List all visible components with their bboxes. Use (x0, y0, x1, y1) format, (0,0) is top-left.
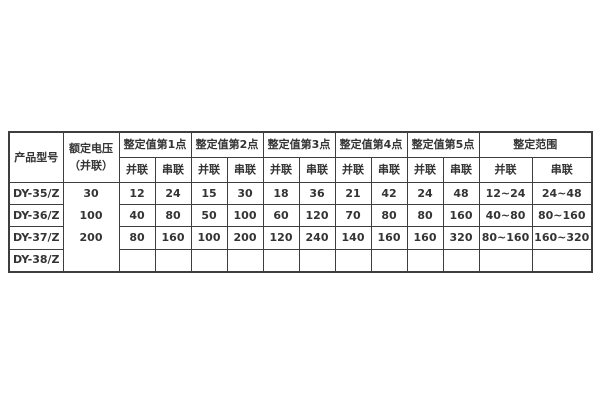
value-cell: 320 (442, 226, 480, 250)
value-cell (154, 248, 192, 273)
header-group-setpoint-5: 整定值第5点 (406, 131, 480, 158)
subheader-parallel: 并联 (406, 157, 444, 183)
value-cell: 160 (370, 226, 408, 250)
value-cell: 21 (334, 181, 372, 206)
value-cell: 160 (442, 204, 480, 228)
subheader-series: 串联 (226, 157, 264, 183)
value-cell: 30 (226, 181, 264, 206)
value-cell (370, 248, 408, 273)
subheader-parallel: 并联 (118, 157, 156, 183)
voltage-value (64, 249, 118, 271)
header-group-setpoint-1: 整定值第1点 (118, 131, 192, 158)
table-row: DY-37/Z 80 160 100 200 120 240 140 160 1… (8, 226, 593, 250)
header-rated-voltage: 额定电压 （并联） (62, 131, 120, 183)
model-cell: DY-37/Z (8, 226, 64, 250)
model-cell: DY-35/Z (8, 181, 64, 206)
voltage-value: 100 (79, 209, 103, 223)
value-cell (442, 248, 480, 273)
value-cell: 140 (334, 226, 372, 250)
table-row: DY-38/Z (8, 248, 593, 273)
value-cell: 15 (190, 181, 228, 206)
value-cell: 80 (118, 226, 156, 250)
subheader-parallel: 并联 (262, 157, 300, 183)
voltage-value: 200 (79, 231, 103, 245)
subheader-series: 串联 (370, 157, 408, 183)
value-cell: 42 (370, 181, 408, 206)
subheader-series: 串联 (154, 157, 192, 183)
value-cell (334, 248, 372, 273)
value-cell: 160 (406, 226, 444, 250)
subheader-series: 串联 (442, 157, 480, 183)
value-cell: 40 (118, 204, 156, 228)
value-cell (226, 248, 264, 273)
value-cell: 24 (406, 181, 444, 206)
value-cell (190, 248, 228, 273)
value-cell: 50 (190, 204, 228, 228)
value-cell (478, 248, 533, 273)
value-cell: 160~320 (531, 226, 593, 250)
value-cell (406, 248, 444, 273)
value-cell: 40~80 (478, 204, 533, 228)
value-cell (531, 248, 593, 273)
model-cell: DY-36/Z (8, 204, 64, 228)
header-group-setpoint-2: 整定值第2点 (190, 131, 264, 158)
value-cell: 100 (226, 204, 264, 228)
value-cell: 240 (298, 226, 336, 250)
value-cell: 80 (370, 204, 408, 228)
spec-table: 产品型号 额定电压 （并联） 整定值第1点 整定值第2点 整定值第3点 整定值第… (8, 131, 593, 273)
value-cell: 80 (406, 204, 444, 228)
model-cell: DY-38/Z (8, 248, 64, 273)
value-cell: 200 (226, 226, 264, 250)
value-cell: 80 (154, 204, 192, 228)
header-group-setpoint-4: 整定值第4点 (334, 131, 408, 158)
value-cell: 120 (262, 226, 300, 250)
value-cell: 24~48 (531, 181, 593, 206)
value-cell: 60 (262, 204, 300, 228)
value-cell: 18 (262, 181, 300, 206)
subheader-parallel: 并联 (334, 157, 372, 183)
voltage-merged-cell: 30 100 200 (62, 182, 120, 273)
value-cell: 48 (442, 181, 480, 206)
value-cell (118, 248, 156, 273)
value-cell: 120 (298, 204, 336, 228)
value-cell: 12~24 (478, 181, 533, 206)
table-row: DY-35/Z 30 100 200 12 24 15 30 18 36 21 … (8, 181, 593, 273)
subheader-parallel: 并联 (478, 157, 533, 183)
value-cell: 160 (154, 226, 192, 250)
value-cell: 80~160 (478, 226, 533, 250)
value-cell (262, 248, 300, 273)
value-cell: 70 (334, 204, 372, 228)
subheader-series: 串联 (298, 157, 336, 183)
table-row: DY-36/Z 40 80 50 100 60 120 70 80 80 160… (8, 204, 593, 228)
header-group-setpoint-3: 整定值第3点 (262, 131, 336, 158)
header-rated-voltage-line2: （并联） (69, 159, 113, 173)
header-rated-voltage-line1: 额定电压 (69, 142, 113, 156)
value-cell: 24 (154, 181, 192, 206)
value-cell: 12 (118, 181, 156, 206)
voltage-value: 30 (83, 187, 99, 201)
header-product-model: 产品型号 (8, 131, 64, 183)
subheader-parallel: 并联 (190, 157, 228, 183)
value-cell: 36 (298, 181, 336, 206)
subheader-series: 串联 (531, 157, 593, 183)
value-cell (298, 248, 336, 273)
value-cell: 80~160 (531, 204, 593, 228)
value-cell: 100 (190, 226, 228, 250)
header-group-setting-range: 整定范围 (478, 131, 593, 158)
